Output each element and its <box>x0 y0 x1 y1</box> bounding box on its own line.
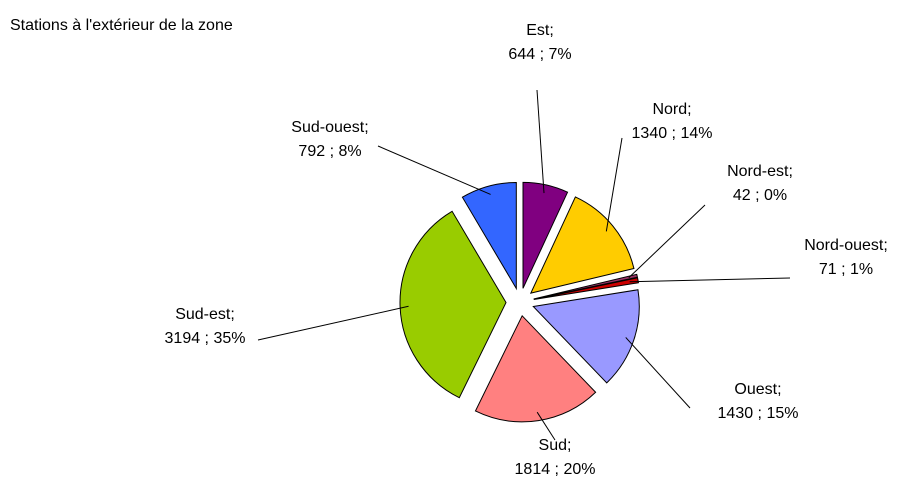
slice-label: Sud; <box>539 437 572 454</box>
slice-label: Nord-ouest; <box>804 237 888 254</box>
leader-line <box>625 337 691 409</box>
slice-label: Ouest; <box>734 381 781 398</box>
slice-label: Est; <box>526 22 554 39</box>
leader-line <box>536 411 556 441</box>
slice-value-label: 71 ; 1% <box>819 261 873 278</box>
pie-slice <box>532 289 640 384</box>
slice-label: Nord; <box>652 101 691 118</box>
slice-label: Sud-ouest; <box>291 119 368 136</box>
pie-slice <box>399 210 507 399</box>
slice-label: Sud-est; <box>175 306 235 323</box>
slice-value-label: 1340 ; 14% <box>632 125 713 142</box>
slice-value-label: 42 ; 0% <box>733 187 787 204</box>
pie-slice <box>522 181 569 289</box>
leader-line <box>605 137 623 232</box>
pie-slice <box>461 181 517 291</box>
slice-value-label: 1814 ; 20% <box>515 461 596 478</box>
slice-value-label: 644 ; 7% <box>508 46 571 63</box>
pie-slice <box>533 277 640 300</box>
leader-line <box>629 277 791 283</box>
slice-value-label: 3194 ; 35% <box>165 330 246 347</box>
slice-value-label: 792 ; 8% <box>298 143 361 160</box>
leader-line <box>257 305 409 341</box>
chart-title: Stations à l'extérieur de la zone <box>10 17 233 34</box>
slice-value-label: 1430 ; 15% <box>718 405 799 422</box>
pie-slice <box>474 314 597 423</box>
leader-line <box>536 89 545 194</box>
leader-line <box>628 204 706 279</box>
leader-line <box>377 145 491 195</box>
slice-label: Nord-est; <box>727 163 793 180</box>
pie-slice <box>533 273 639 300</box>
